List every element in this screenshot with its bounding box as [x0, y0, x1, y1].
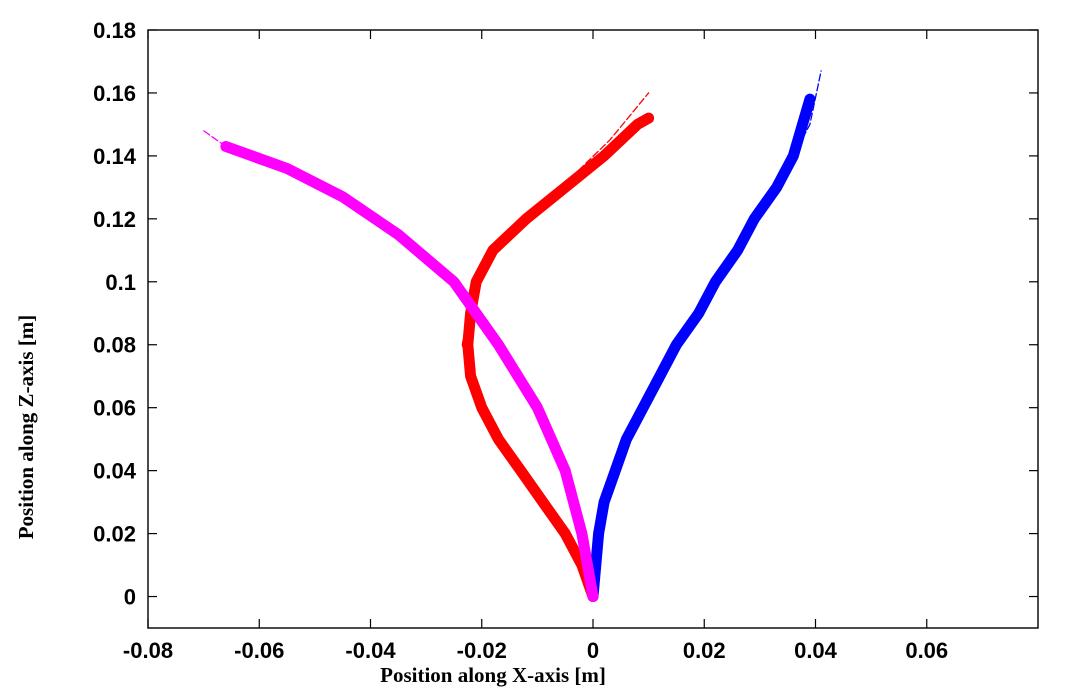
series-line-3: [461, 92, 650, 377]
y-tick-label: 0.02: [93, 522, 136, 547]
y-tick-label: 0: [124, 585, 136, 610]
x-tick-label: 0: [587, 638, 599, 663]
x-tick-label: 0.04: [794, 638, 838, 663]
series-line-4: [220, 141, 599, 602]
series-line-0: [587, 93, 816, 602]
x-tick-label: 0.02: [683, 638, 726, 663]
plot-frame: [147, 29, 1039, 629]
x-tick-label: -0.04: [345, 638, 396, 663]
y-tick-labels: 0 0.02 0.04 0.06 0.08 0.1 0.12 0.14 0.16 0.18: [93, 18, 137, 610]
series-line-2: [462, 112, 655, 602]
x-tick-labels: -0.08 -0.06 -0.04 -0.02 0 0.02 0.04 0.06: [123, 638, 948, 663]
axis-ticks: [147, 29, 1038, 628]
series-line-1: [792, 70, 822, 157]
y-axis-title: Position along Z-axis [m]: [14, 315, 38, 540]
series-line-5: [202, 130, 227, 148]
x-tick-label: -0.02: [457, 638, 507, 663]
y-tick-label: 0.08: [93, 333, 136, 358]
x-tick-label: 0.06: [905, 638, 948, 663]
y-tick-label: 0.12: [93, 207, 136, 232]
y-tick-label: 0.06: [93, 396, 136, 421]
x-axis-title: Position along X-axis [m]: [380, 663, 606, 687]
x-tick-label: -0.08: [123, 638, 173, 663]
plot-series: [202, 70, 822, 602]
x-tick-label: -0.06: [234, 638, 284, 663]
y-tick-label: 0.1: [105, 270, 136, 295]
y-tick-label: 0.18: [93, 18, 136, 43]
y-tick-label: 0.14: [93, 144, 137, 169]
y-tick-label: 0.16: [93, 81, 136, 106]
y-tick-label: 0.04: [93, 459, 137, 484]
